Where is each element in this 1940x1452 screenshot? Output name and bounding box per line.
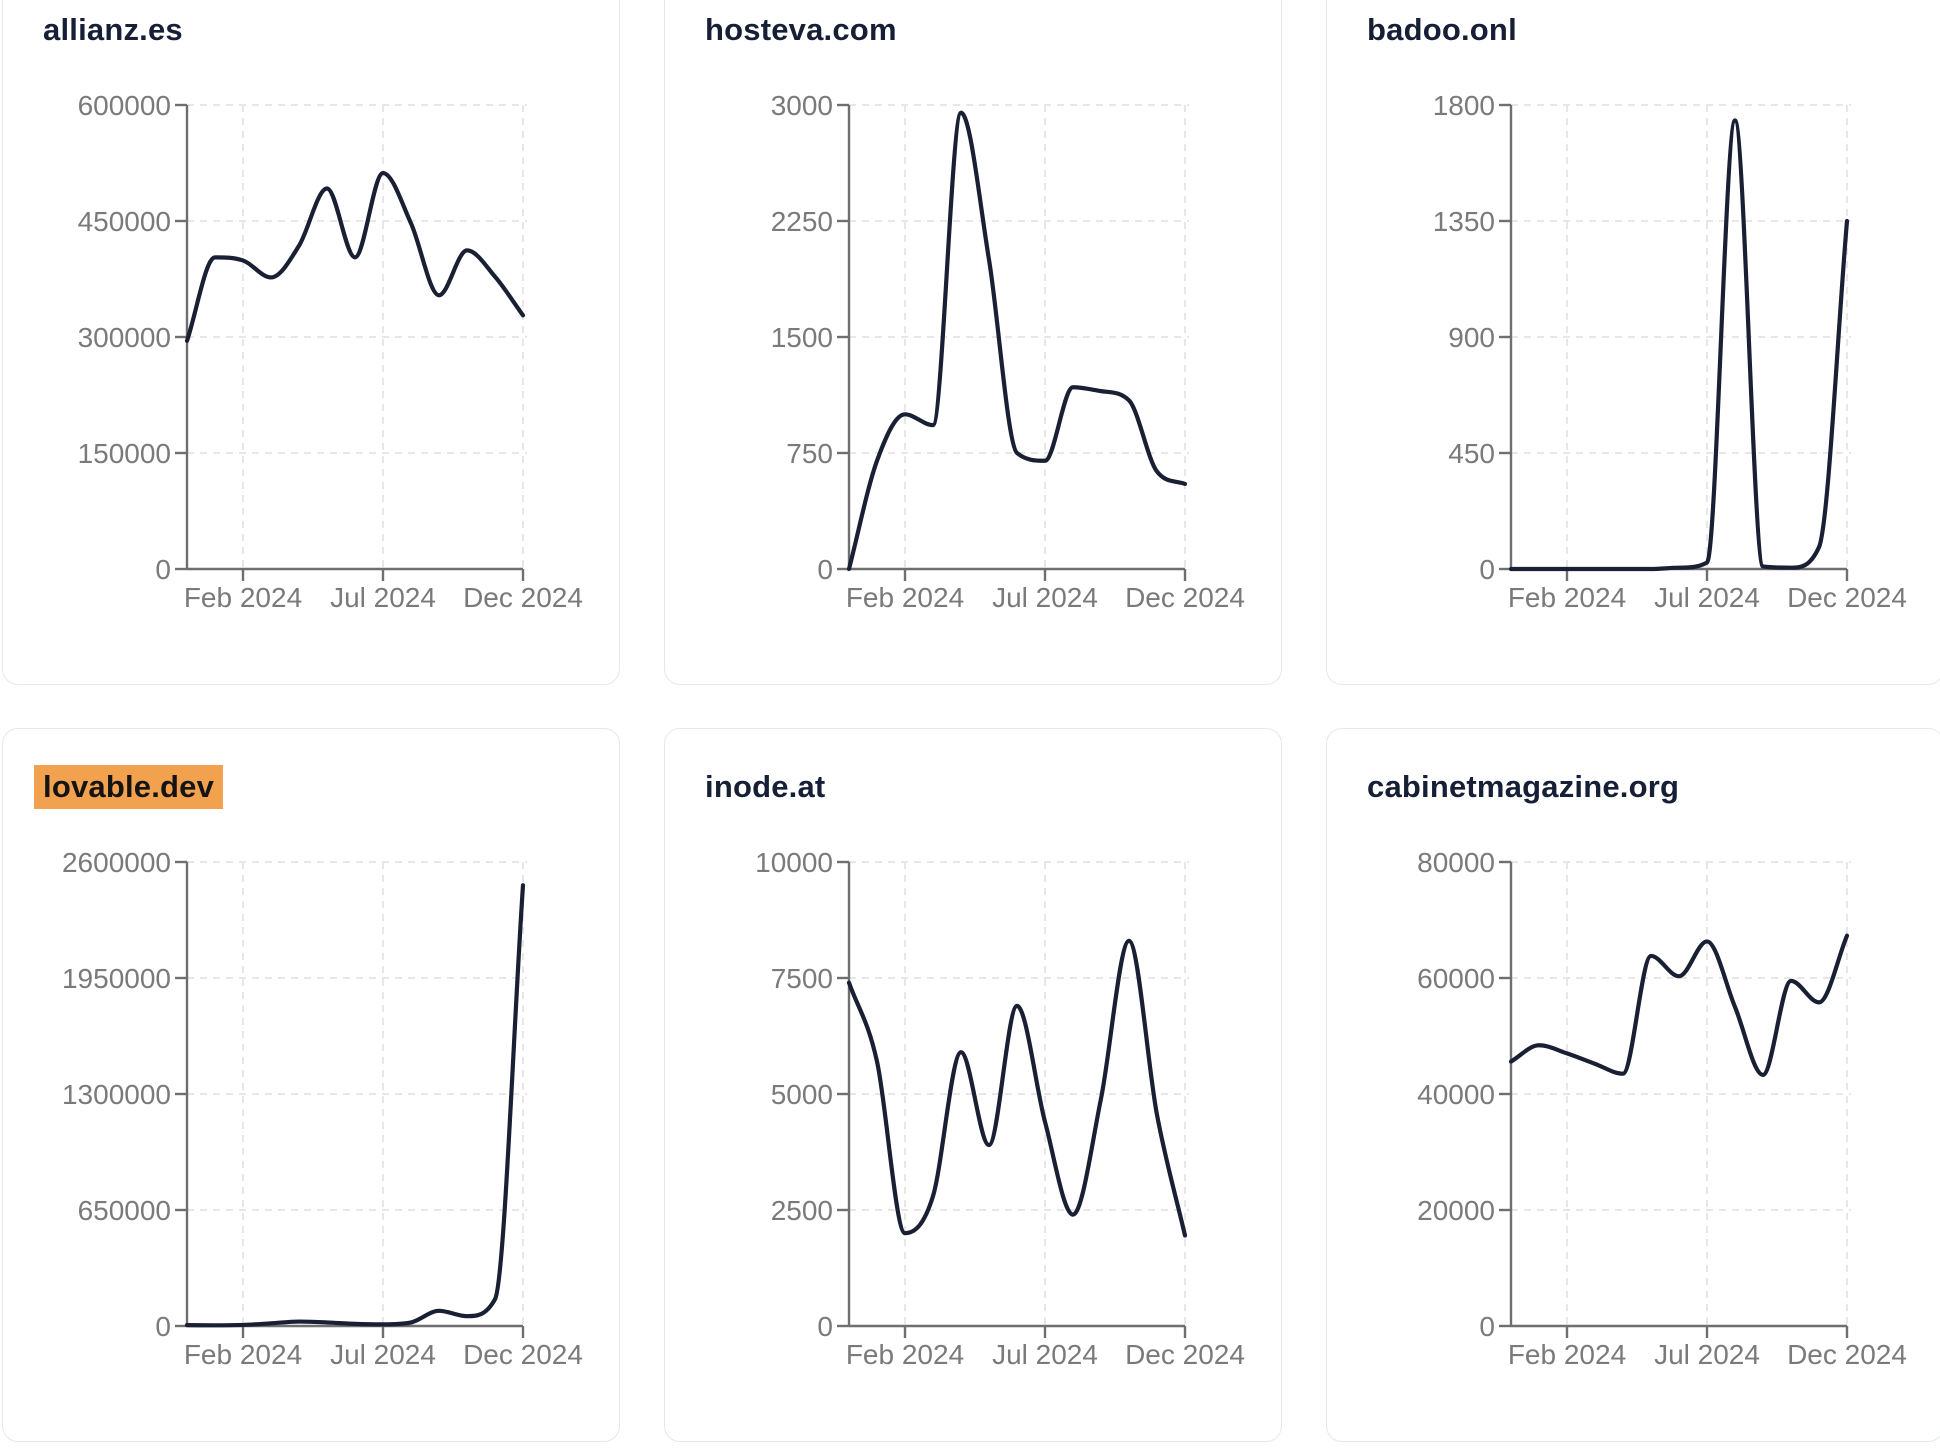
chart-card-allianz: allianz.es 0 150000 300000 450000 600000 Feb … xyxy=(2,0,620,685)
y-tick-label: 60000 xyxy=(1417,963,1495,994)
chart-title: inode.at xyxy=(705,769,825,805)
y-tick-label: 450000 xyxy=(78,206,171,237)
y-tick-label: 150000 xyxy=(78,438,171,469)
y-tick-label: 2600000 xyxy=(62,847,171,878)
x-tick-label: Dec 2024 xyxy=(1787,1339,1907,1370)
chart-title: hosteva.com xyxy=(705,12,897,48)
x-tick-label: Feb 2024 xyxy=(846,582,964,613)
line-chart: 0 150000 300000 450000 600000 Feb 2024 Jul 202… xyxy=(78,90,583,613)
y-tick-label: 0 xyxy=(1479,1311,1495,1342)
y-tick-label: 3000 xyxy=(771,90,833,121)
x-tick-label: Feb 2024 xyxy=(1508,582,1626,613)
y-tick-label: 600000 xyxy=(78,90,171,121)
chart-title: badoo.onl xyxy=(1367,12,1517,48)
x-tick-label: Feb 2024 xyxy=(184,1339,302,1370)
y-tick-label: 0 xyxy=(155,554,171,585)
chart-title: cabinetmagazine.org xyxy=(1367,769,1679,805)
y-tick-label: 40000 xyxy=(1417,1079,1495,1110)
domain-label: badoo.onl xyxy=(1367,12,1517,47)
y-tick-label: 300000 xyxy=(78,322,171,353)
x-tick-label: Jul 2024 xyxy=(1654,582,1760,613)
line-chart: 0 450 900 1350 1800 Feb 2024 Jul 2024 Dec 2024 xyxy=(1433,90,1907,613)
chart-card-hosteva: hosteva.com 0 750 1500 2250 3000 Feb 2024 Jul … xyxy=(664,0,1282,685)
y-tick-label: 900 xyxy=(1448,322,1495,353)
x-tick-label: Dec 2024 xyxy=(1125,1339,1245,1370)
y-tick-label: 1350 xyxy=(1433,206,1495,237)
trend-line xyxy=(1508,118,1850,572)
chart-card-cabinetmagazine: cabinetmagazine.org 0 20000 40000 60000 8000… xyxy=(1326,728,1940,1442)
y-tick-label: 650000 xyxy=(78,1195,171,1226)
y-tick-label: 80000 xyxy=(1417,847,1495,878)
chart-card-lovable: lovable.dev 0 650000 1300000 1950000 2600000… xyxy=(2,728,620,1442)
y-tick-label: 10000 xyxy=(755,847,833,878)
y-tick-label: 7500 xyxy=(771,963,833,994)
trend-line xyxy=(846,110,1188,572)
trend-line xyxy=(846,938,1188,1238)
y-tick-label: 0 xyxy=(817,1311,833,1342)
line-chart: 0 750 1500 2250 3000 Feb 2024 Jul 2024 Dec 2024 xyxy=(771,90,1245,613)
y-tick-label: 0 xyxy=(155,1311,171,1342)
domain-label: hosteva.com xyxy=(705,12,897,47)
y-tick-label: 1950000 xyxy=(62,963,171,994)
y-tick-label: 450 xyxy=(1448,438,1495,469)
chart-title: allianz.es xyxy=(43,12,183,48)
x-tick-label: Jul 2024 xyxy=(1654,1339,1760,1370)
y-tick-label: 1800 xyxy=(1433,90,1495,121)
trend-line xyxy=(1508,933,1850,1077)
y-tick-label: 20000 xyxy=(1417,1195,1495,1226)
domain-label: allianz.es xyxy=(43,12,183,47)
domain-label: inode.at xyxy=(705,769,826,804)
y-tick-label: 2500 xyxy=(771,1195,833,1226)
x-tick-label: Feb 2024 xyxy=(846,1339,964,1370)
x-tick-label: Jul 2024 xyxy=(330,582,436,613)
x-tick-label: Jul 2024 xyxy=(992,1339,1098,1370)
y-tick-label: 0 xyxy=(1479,554,1495,585)
chart-card-inode: inode.at 0 2500 5000 7500 10000 Feb 2024 Jul 2… xyxy=(664,728,1282,1442)
trend-line xyxy=(184,170,526,343)
y-tick-label: 750 xyxy=(786,438,833,469)
y-tick-label: 1300000 xyxy=(62,1079,171,1110)
x-tick-label: Dec 2024 xyxy=(463,1339,583,1370)
y-tick-label: 2250 xyxy=(771,206,833,237)
x-tick-label: Jul 2024 xyxy=(992,582,1098,613)
domain-label-highlighted: lovable.dev xyxy=(34,765,224,809)
y-tick-label: 5000 xyxy=(771,1079,833,1110)
line-chart: 0 2500 5000 7500 10000 Feb 2024 Jul 2024 Dec 20… xyxy=(755,847,1245,1370)
y-tick-label: 1500 xyxy=(771,322,833,353)
line-chart: 0 650000 1300000 1950000 2600000 Feb 2024 Jul … xyxy=(62,847,583,1370)
domain-label: cabinetmagazine.org xyxy=(1367,769,1680,804)
y-tick-label: 0 xyxy=(817,554,833,585)
x-tick-label: Feb 2024 xyxy=(184,582,302,613)
chart-title: lovable.dev xyxy=(34,765,224,809)
trend-line xyxy=(184,883,526,1328)
x-tick-label: Dec 2024 xyxy=(463,582,583,613)
x-tick-label: Jul 2024 xyxy=(330,1339,436,1370)
chart-card-badoo: badoo.onl 0 450 900 1350 1800 Feb 2024 Jul 202… xyxy=(1326,0,1940,685)
x-tick-label: Feb 2024 xyxy=(1508,1339,1626,1370)
x-tick-label: Dec 2024 xyxy=(1125,582,1245,613)
x-tick-label: Dec 2024 xyxy=(1787,582,1907,613)
line-chart: 0 20000 40000 60000 80000 Feb 2024 Jul 2024 Dec… xyxy=(1417,847,1907,1370)
